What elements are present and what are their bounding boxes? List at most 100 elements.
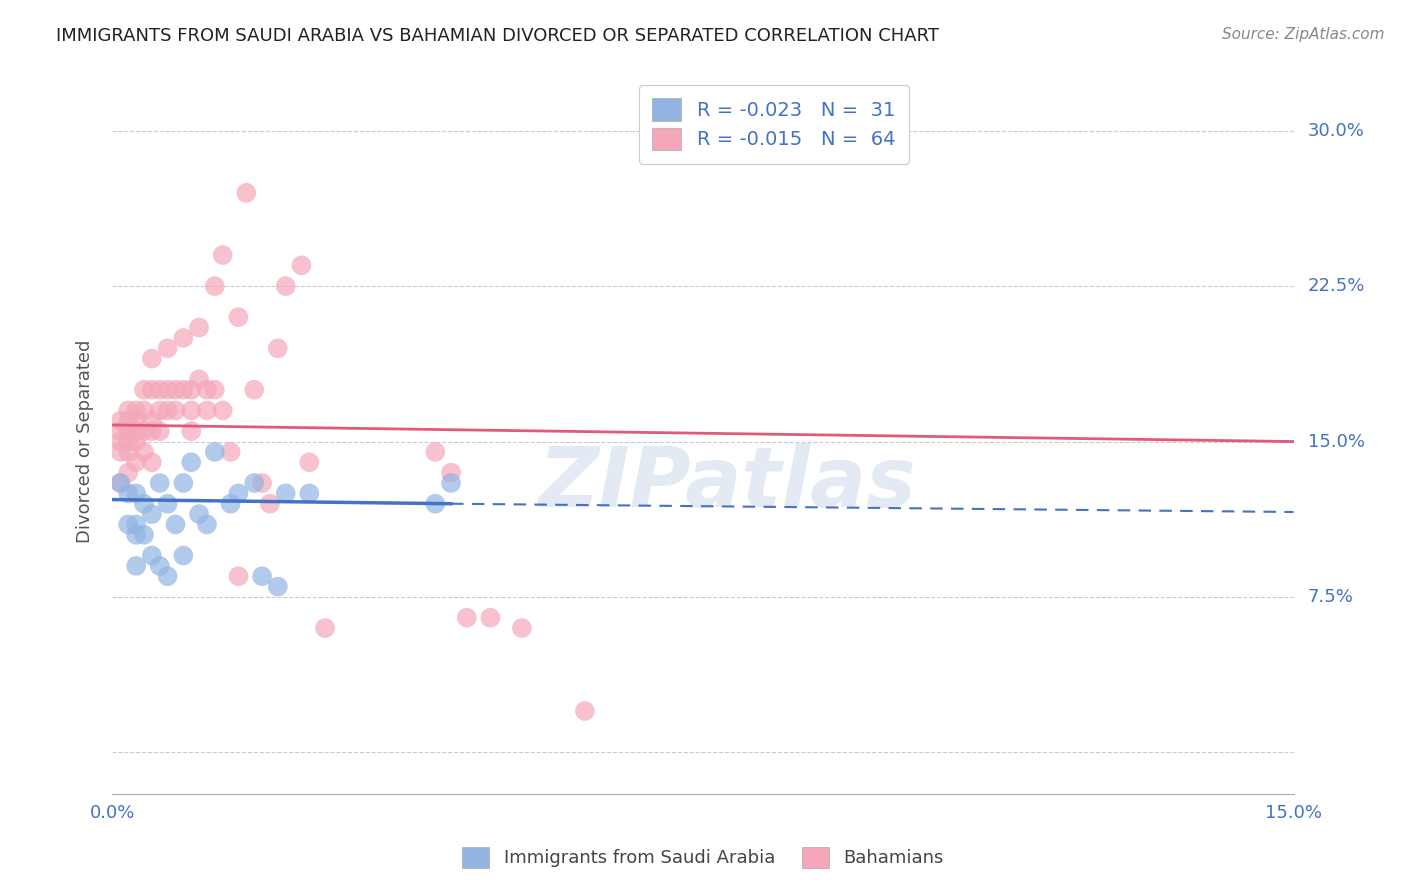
Point: [110, 475, 132, 490]
Point: [149, 383, 172, 397]
Point: [425, 497, 447, 511]
Point: [132, 403, 155, 417]
Point: [195, 383, 218, 397]
Point: [298, 486, 321, 500]
Text: 22.5%: 22.5%: [1308, 277, 1365, 295]
Point: [243, 383, 266, 397]
Point: [172, 331, 194, 345]
Point: [211, 248, 233, 262]
Point: [125, 424, 148, 438]
Point: [188, 320, 211, 334]
Point: [250, 569, 273, 583]
Point: [149, 424, 172, 438]
Point: [125, 455, 148, 469]
Point: [314, 621, 336, 635]
Point: [125, 414, 148, 428]
Point: [117, 434, 139, 449]
Point: [274, 486, 297, 500]
Point: [117, 517, 139, 532]
Point: [574, 704, 596, 718]
Text: 0.0%: 0.0%: [90, 805, 135, 822]
Point: [510, 621, 533, 635]
Point: [125, 486, 148, 500]
Point: [456, 611, 478, 625]
Point: [141, 351, 163, 366]
Point: [259, 497, 281, 511]
Point: [110, 434, 132, 449]
Point: [117, 414, 139, 428]
Point: [156, 497, 179, 511]
Point: [132, 383, 155, 397]
Point: [172, 475, 194, 490]
Text: 15.0%: 15.0%: [1265, 805, 1322, 822]
Point: [440, 466, 463, 480]
Point: [235, 186, 257, 200]
Point: [243, 475, 266, 490]
Point: [141, 455, 163, 469]
Point: [274, 279, 297, 293]
Point: [117, 466, 139, 480]
Text: 7.5%: 7.5%: [1308, 588, 1354, 606]
Point: [125, 528, 148, 542]
Y-axis label: Divorced or Separated: Divorced or Separated: [76, 340, 94, 543]
Point: [110, 424, 132, 438]
Point: [117, 424, 139, 438]
Point: [141, 549, 163, 563]
Point: [156, 383, 179, 397]
Point: [149, 475, 172, 490]
Point: [132, 424, 155, 438]
Point: [165, 383, 187, 397]
Point: [165, 403, 187, 417]
Point: [188, 372, 211, 386]
Point: [267, 580, 290, 594]
Point: [149, 403, 172, 417]
Point: [132, 445, 155, 459]
Point: [180, 403, 202, 417]
Point: [165, 517, 187, 532]
Point: [267, 341, 290, 355]
Point: [219, 445, 242, 459]
Legend: Immigrants from Saudi Arabia, Bahamians: Immigrants from Saudi Arabia, Bahamians: [451, 836, 955, 879]
Point: [219, 497, 242, 511]
Point: [204, 279, 226, 293]
Point: [141, 424, 163, 438]
Point: [425, 445, 447, 459]
Point: [228, 486, 250, 500]
Point: [156, 569, 179, 583]
Point: [211, 403, 233, 417]
Text: IMMIGRANTS FROM SAUDI ARABIA VS BAHAMIAN DIVORCED OR SEPARATED CORRELATION CHART: IMMIGRANTS FROM SAUDI ARABIA VS BAHAMIAN…: [56, 27, 939, 45]
Point: [156, 341, 179, 355]
Point: [250, 475, 273, 490]
Point: [172, 383, 194, 397]
Point: [290, 259, 312, 273]
Point: [125, 558, 148, 573]
Point: [125, 403, 148, 417]
Point: [125, 517, 148, 532]
Point: [298, 455, 321, 469]
Point: [204, 445, 226, 459]
Point: [228, 569, 250, 583]
Point: [125, 434, 148, 449]
Point: [195, 403, 218, 417]
Point: [149, 558, 172, 573]
Point: [132, 528, 155, 542]
Point: [180, 383, 202, 397]
Point: [110, 475, 132, 490]
Point: [117, 486, 139, 500]
Point: [195, 517, 218, 532]
Text: 15.0%: 15.0%: [1308, 433, 1365, 450]
Point: [132, 497, 155, 511]
Point: [110, 414, 132, 428]
Point: [180, 455, 202, 469]
Text: 30.0%: 30.0%: [1308, 121, 1365, 140]
Point: [180, 424, 202, 438]
Point: [117, 403, 139, 417]
Text: Source: ZipAtlas.com: Source: ZipAtlas.com: [1222, 27, 1385, 42]
Point: [110, 445, 132, 459]
Point: [141, 414, 163, 428]
Point: [204, 383, 226, 397]
Point: [479, 611, 502, 625]
Point: [117, 445, 139, 459]
Point: [141, 383, 163, 397]
Point: [188, 507, 211, 521]
